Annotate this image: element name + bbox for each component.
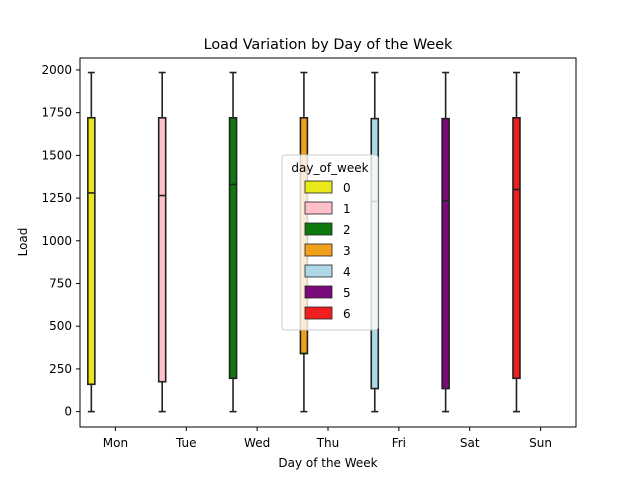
legend-swatch [304,285,333,299]
y-tick-label: 1250 [41,191,72,205]
box-iqr [441,117,450,390]
box-iqr [512,116,521,380]
x-tick-label: Sun [529,436,552,450]
box-mon [87,71,96,413]
legend-swatch [304,264,333,278]
legend-title: day_of_week [291,161,368,175]
y-axis-label: Load [16,228,30,257]
legend-items: 0 1 2 3 4 5 6 [304,180,351,321]
legend-label: 1 [343,202,351,216]
y-tick-label: 1500 [41,148,72,162]
legend-label: 4 [343,265,351,279]
y-tick-label: 250 [49,362,72,376]
x-tick-label: Thu [316,436,340,450]
legend-label: 6 [343,307,351,321]
box-iqr [157,116,167,383]
box-wed [228,71,238,413]
x-axis: Mon Tue Wed Thu Fri Sat Sun [103,427,552,450]
legend-swatch [304,306,333,320]
x-tick-label: Mon [103,436,128,450]
legend-swatch [304,222,333,236]
y-tick-label: 2000 [41,63,72,77]
x-axis-label: Day of the Week [278,456,377,470]
legend-label: 5 [343,286,351,300]
box-sun [512,71,521,413]
y-tick-label: 0 [64,405,72,419]
x-tick-label: Wed [244,436,270,450]
legend-label: 2 [343,223,351,237]
y-tick-label: 1750 [41,106,72,120]
x-tick-label: Fri [392,436,406,450]
chart-title: Load Variation by Day of the Week [204,37,453,53]
y-tick-label: 1000 [41,234,72,248]
legend-swatch [304,180,333,194]
y-axis: 0 250 500 750 1000 1250 1500 1750 2000 [41,63,80,419]
y-tick-label: 750 [49,277,72,291]
box-iqr [87,116,96,386]
y-tick-label: 500 [49,319,72,333]
legend-label: 3 [343,244,351,258]
legend-swatch [304,243,333,257]
box-iqr [228,116,238,380]
x-tick-label: Tue [175,436,197,450]
box-sat [441,71,450,413]
legend-swatch [304,201,333,215]
legend: day_of_week 0 1 2 3 4 5 6 [281,154,379,331]
box-tue [157,71,167,413]
x-tick-label: Sat [460,436,480,450]
legend-label: 0 [343,181,351,195]
